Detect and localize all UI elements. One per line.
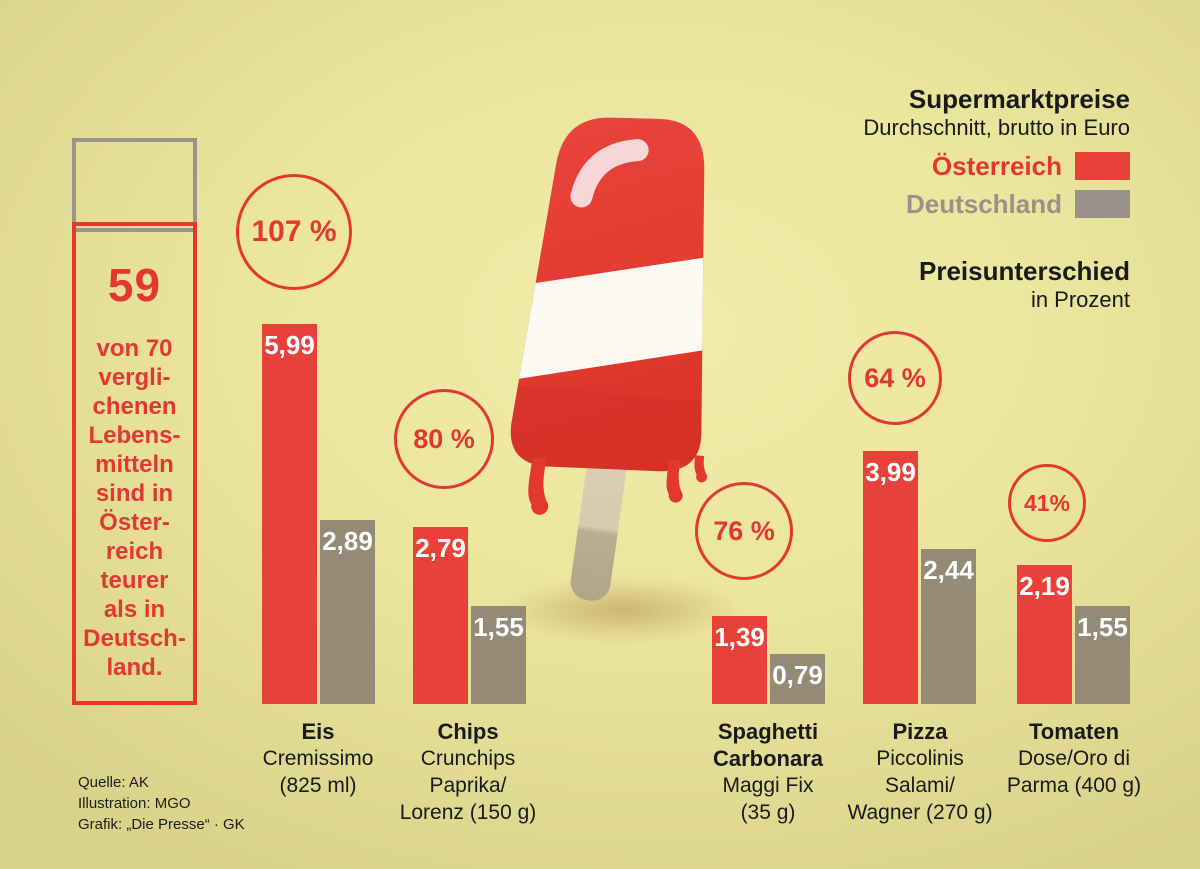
percent-badge-eis: 107 % xyxy=(236,174,352,290)
bar-value: 1,55 xyxy=(473,612,524,642)
product-label-chips: Chips Crunchips Paprika/ Lorenz (150 g) xyxy=(373,718,563,826)
stat-box: 59 von 70 vergli- chenen Lebens- mitteln… xyxy=(72,222,197,705)
product-name: Chips xyxy=(437,719,499,744)
bar-austria-eis: 5,99 xyxy=(262,324,317,704)
popsicle-stripe xyxy=(507,252,729,382)
popsicle-drip-small xyxy=(694,455,708,483)
bar-value: 0,79 xyxy=(772,660,823,690)
bar-value: 2,89 xyxy=(322,526,373,556)
percent-badge-tomaten: 41% xyxy=(1008,464,1086,542)
product-name: Tomaten xyxy=(1028,719,1120,744)
stat-box-total-outline xyxy=(72,138,197,232)
legend-row-austria: Österreich xyxy=(863,150,1130,181)
product-desc: Maggi Fix (35 g) xyxy=(722,774,814,824)
credit-illustration: Illustration: MGO xyxy=(78,795,191,812)
product-name: Spaghetti Carbonara xyxy=(712,719,824,771)
bar-value: 1,55 xyxy=(1077,612,1128,642)
product-label-tomaten: Tomaten Dose/Oro di Parma (400 g) xyxy=(979,718,1169,799)
product-name: Eis xyxy=(301,719,335,744)
popsicle-stick xyxy=(570,447,627,601)
product-label-eis: Eis Cremissimo (825 ml) xyxy=(223,718,413,799)
legend-row-germany: Deutschland xyxy=(863,188,1130,219)
legend: Supermarktpreise Durchschnitt, brutto in… xyxy=(863,84,1130,314)
popsicle-illustration xyxy=(507,117,729,601)
credit-graphic: Grafik: „Die Presse“ · GK xyxy=(78,816,245,833)
stat-number: 59 xyxy=(107,259,162,311)
product-desc: Cremissimo (825 ml) xyxy=(262,747,374,797)
popsicle-highlight xyxy=(570,139,649,208)
percent-badge-chips: 80 % xyxy=(394,389,494,489)
bar-germany-spaghetti: 0,79 xyxy=(770,654,825,704)
bar-germany-chips: 1,55 xyxy=(471,606,526,704)
bar-austria-pizza: 3,99 xyxy=(863,451,918,704)
legend-label-germany: Deutschland xyxy=(905,188,1062,219)
bar-value: 2,19 xyxy=(1019,571,1070,601)
legend-diff-subtitle: in Prozent xyxy=(1030,287,1130,312)
product-label-pizza: Pizza Piccolinis Salami/ Wagner (270 g) xyxy=(825,718,1015,826)
product-label-spaghetti: Spaghetti Carbonara Maggi Fix (35 g) xyxy=(673,718,863,826)
legend-subtitle: Durchschnitt, brutto in Euro xyxy=(863,115,1130,140)
bar-value: 1,39 xyxy=(714,622,765,652)
popsicle-shadow xyxy=(502,578,742,642)
product-desc: Dose/Oro di Parma (400 g) xyxy=(1006,747,1142,797)
bar-austria-chips: 2,79 xyxy=(413,527,468,704)
popsicle-drip-right xyxy=(666,459,683,503)
credit-source: Quelle: AK xyxy=(78,774,149,791)
bar-germany-eis: 2,89 xyxy=(320,520,375,704)
credits: Quelle: AK Illustration: MGO Grafik: „Di… xyxy=(78,772,245,835)
product-desc: Crunchips Paprika/ Lorenz (150 g) xyxy=(399,747,537,824)
product-name: Pizza xyxy=(892,719,948,744)
percent-badge-pizza: 64 % xyxy=(848,331,942,425)
legend-label-austria: Österreich xyxy=(931,150,1062,181)
product-desc: Piccolinis Salami/ Wagner (270 g) xyxy=(847,747,993,824)
bar-austria-spaghetti: 1,39 xyxy=(712,616,767,704)
bar-value: 5,99 xyxy=(264,330,315,360)
bar-value: 2,79 xyxy=(415,533,466,563)
popsicle-drip-left xyxy=(528,457,549,515)
bar-austria-tomaten: 2,19 xyxy=(1017,565,1072,704)
stat-text: von 70 vergli- chenen Lebens- mitteln si… xyxy=(83,335,186,681)
bar-germany-pizza: 2,44 xyxy=(921,549,976,704)
legend-title: Supermarktpreise xyxy=(908,84,1130,114)
bar-germany-tomaten: 1,55 xyxy=(1075,606,1130,704)
percent-badge-spaghetti: 76 % xyxy=(695,482,793,580)
legend-swatch-germany xyxy=(1075,190,1130,218)
legend-swatch-austria xyxy=(1075,152,1130,180)
legend-diff-title: Preisunterschied xyxy=(919,256,1130,286)
bar-value: 2,44 xyxy=(923,555,974,585)
bar-value: 3,99 xyxy=(865,457,916,487)
